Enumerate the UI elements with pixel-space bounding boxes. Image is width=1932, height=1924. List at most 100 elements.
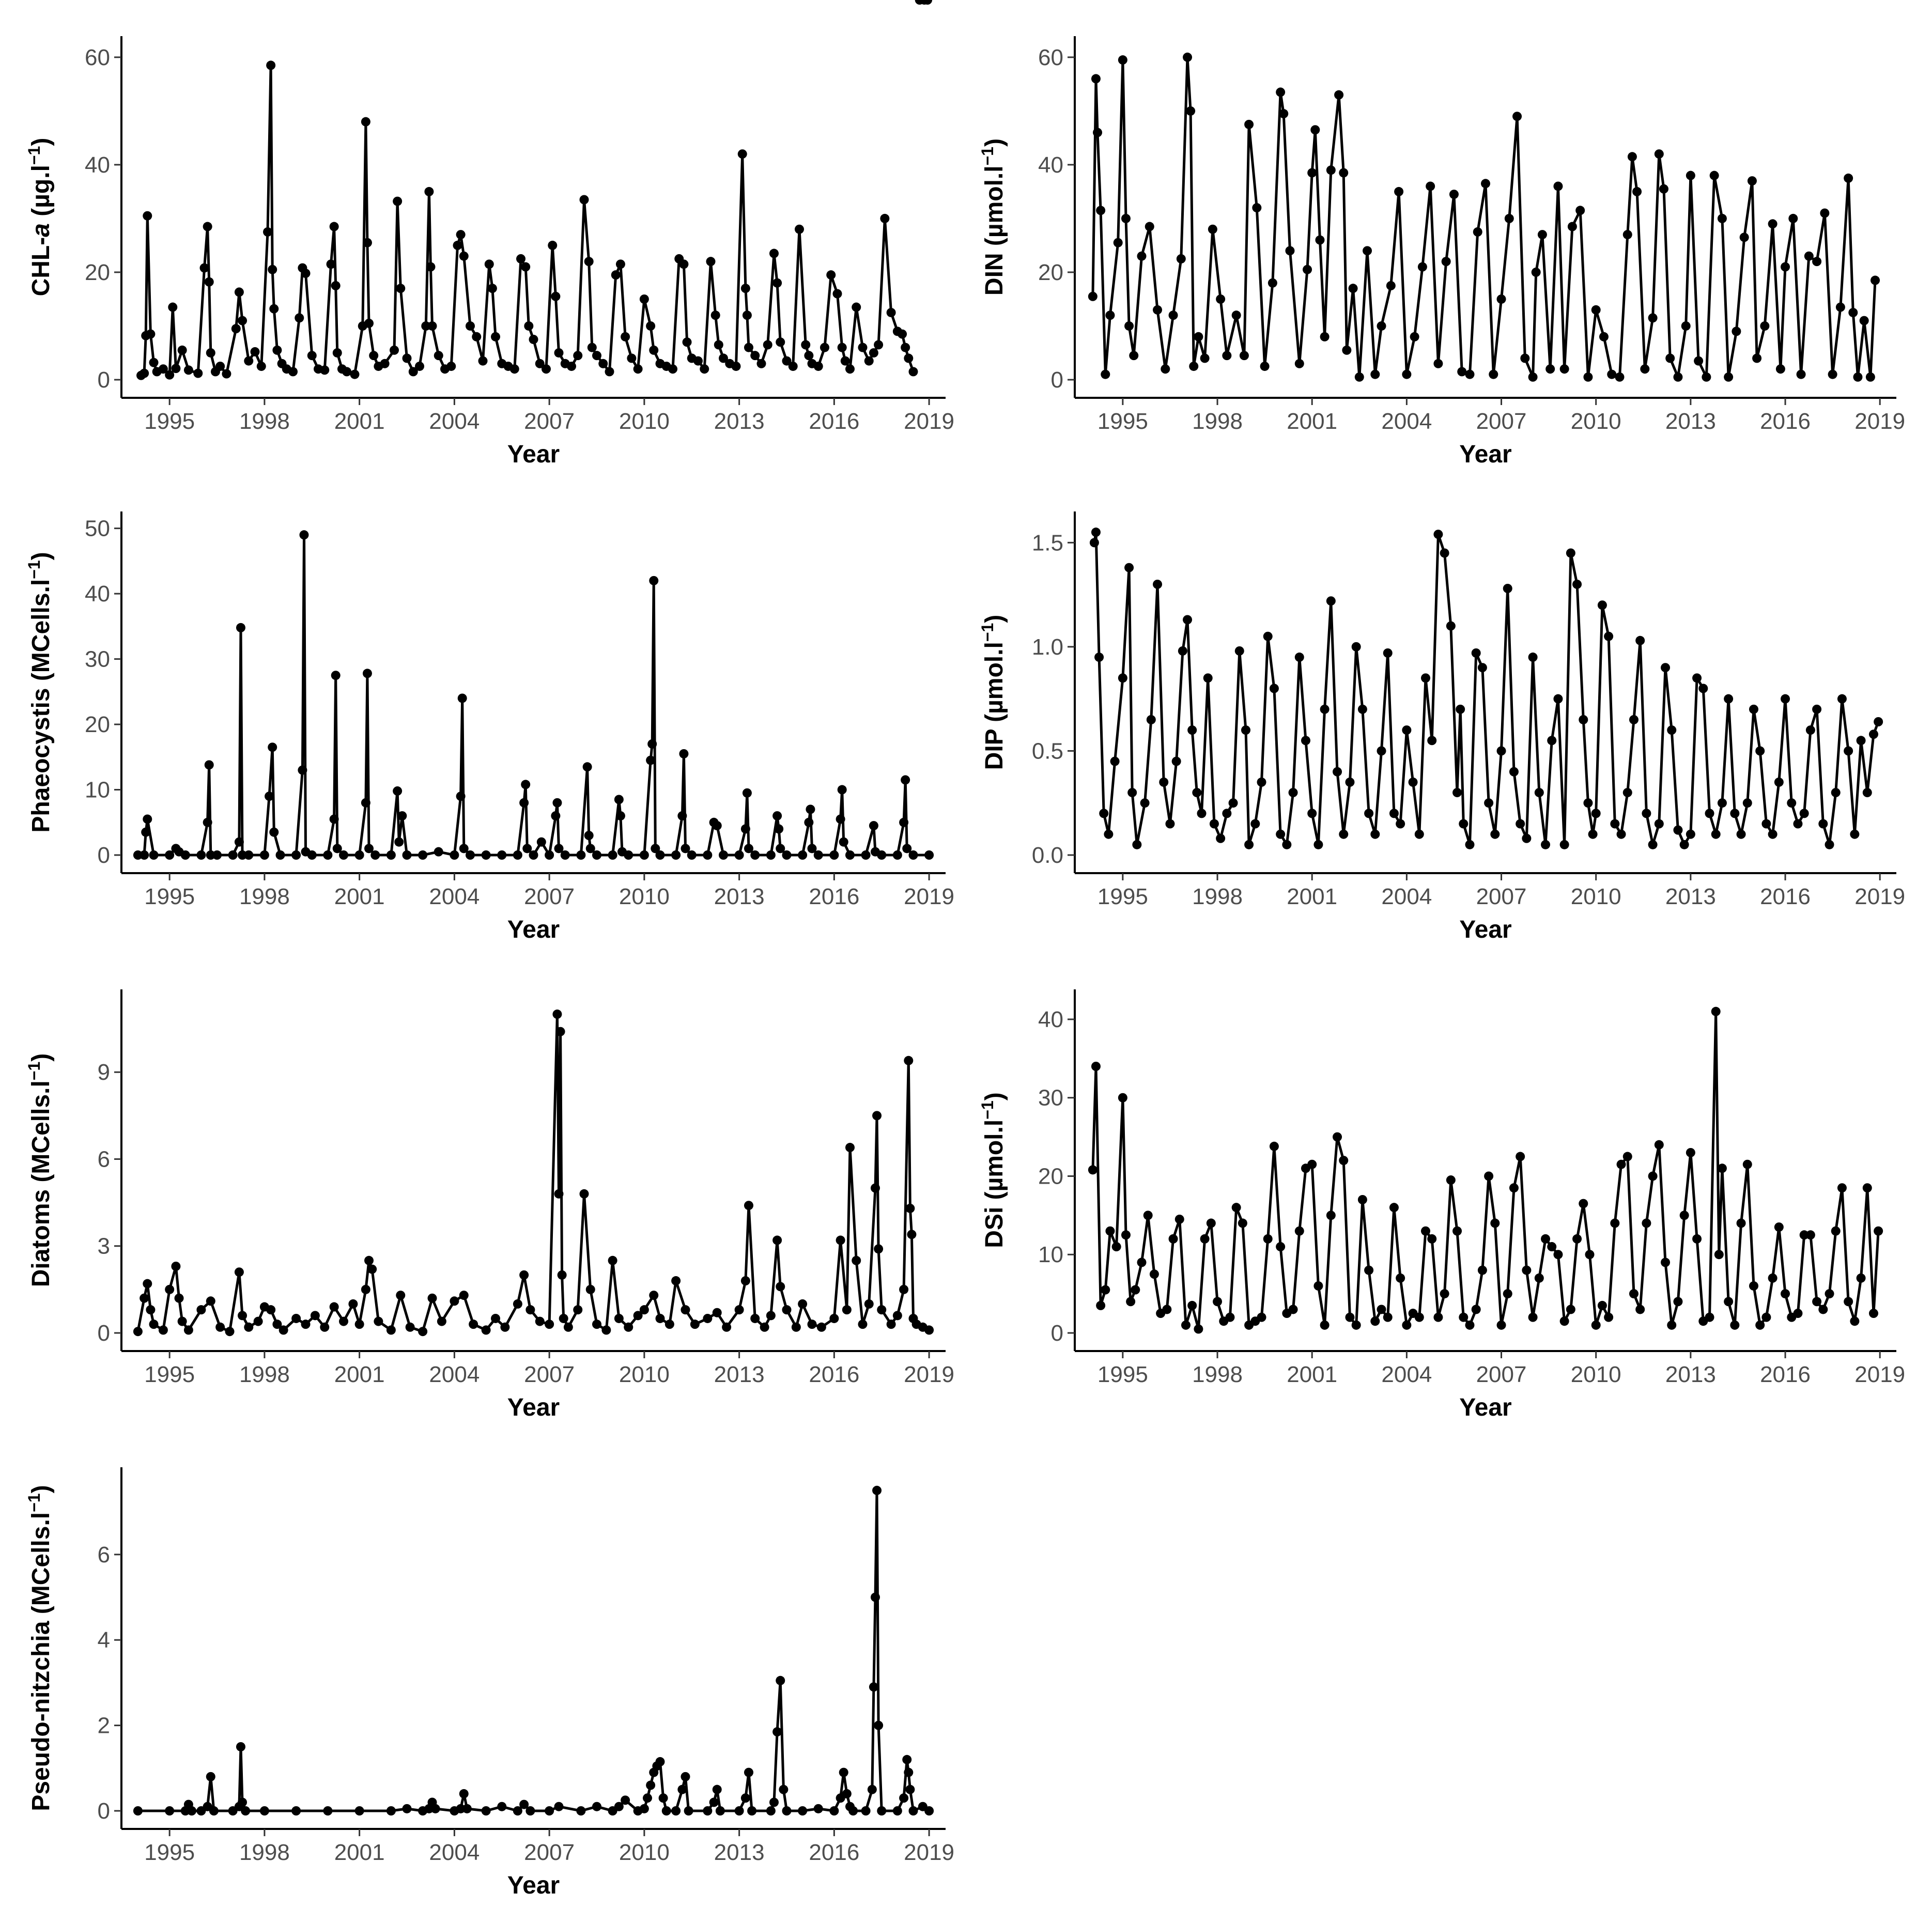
chl-data-point — [206, 348, 215, 358]
phaeo-data-point — [646, 755, 656, 765]
din-data-point — [1124, 321, 1134, 331]
pseudo-data-point — [386, 1806, 396, 1816]
chl-data-point — [592, 351, 601, 361]
phaeo-y-tick-label: 10 — [85, 778, 110, 803]
dip-data-point — [1333, 767, 1342, 777]
chl-data-point — [541, 364, 551, 374]
din-y-axis-title-part: DIN (µmol.l — [981, 165, 1008, 296]
chl-data-point — [269, 304, 279, 314]
dip-y-axis-title-part: ) — [981, 615, 1008, 623]
dsi-data-point — [1812, 1297, 1822, 1307]
dip-data-point — [1793, 819, 1803, 829]
din-data-point — [1567, 222, 1577, 231]
diatoms-data-point — [579, 1189, 589, 1199]
dsi-data-point — [1149, 1269, 1159, 1279]
din-y-axis-title: DIN (µmol.l−1) — [978, 138, 1008, 296]
diatoms-data-point — [924, 1325, 934, 1335]
dip-y-tick-label: 1.0 — [1032, 634, 1063, 660]
dsi-data-point — [1622, 1152, 1632, 1161]
dsi-data-point — [1263, 1234, 1273, 1244]
phaeo-data-point — [418, 850, 428, 860]
dip-data-point — [1673, 825, 1683, 835]
din-data-point — [1394, 187, 1404, 196]
chl-data-point — [434, 351, 443, 361]
chl-data-point — [611, 270, 621, 280]
diatoms-data-point — [339, 1316, 349, 1326]
dsi-data-point — [1137, 1258, 1147, 1267]
dsi-data-point — [1496, 1320, 1506, 1330]
dip-data-point — [1679, 840, 1689, 849]
dip-data-point — [1414, 829, 1424, 839]
dsi-data-point — [1755, 1320, 1765, 1330]
din-data-point — [1760, 321, 1770, 331]
dip-data-point — [1216, 833, 1226, 843]
chl-data-point — [587, 343, 597, 352]
dip-data-point — [1351, 642, 1361, 651]
diatoms-data-point — [671, 1276, 681, 1286]
dsi-data-point — [1307, 1159, 1317, 1169]
dsi-data-point — [1705, 1312, 1714, 1322]
phaeo-data-point — [608, 850, 617, 860]
dsi-data-point — [1452, 1226, 1462, 1236]
pseudo-data-point — [684, 1806, 693, 1816]
pseudo-y-axis-title-part: −1 — [25, 1493, 43, 1512]
diatoms-x-axis-title: Year — [507, 1394, 560, 1421]
dsi-data-point — [1231, 1203, 1241, 1213]
dip-data-point — [1165, 819, 1175, 829]
dip-y-tick-label: 1.5 — [1032, 530, 1063, 555]
phaeo-data-point — [639, 850, 649, 860]
dsi-data-point — [1200, 1234, 1210, 1244]
din-data-point — [1208, 224, 1217, 234]
pseudo-data-point — [259, 1806, 269, 1816]
dip-data-point — [1572, 579, 1582, 589]
din-data-point — [1659, 184, 1668, 194]
diatoms-data-point — [396, 1291, 406, 1300]
dip-data-point — [1364, 809, 1374, 818]
din-data-point — [1260, 361, 1270, 371]
phaeo-data-point — [244, 850, 254, 860]
phaeo-data-point — [624, 850, 633, 860]
chl-data-point — [478, 356, 488, 366]
dsi-data-point — [1313, 1281, 1323, 1291]
diatoms-data-point — [171, 1262, 181, 1271]
chl-data-point — [487, 284, 497, 293]
dip-data-point — [1755, 746, 1765, 756]
diatoms-data-point — [310, 1311, 320, 1321]
din-data-point — [1129, 351, 1139, 361]
dsi-data-point — [1345, 1312, 1355, 1322]
din-x-tick-label: 2016 — [1760, 409, 1811, 434]
phaeo-data-point — [908, 850, 918, 860]
phaeo-data-point — [647, 739, 657, 749]
dip-data-point — [1591, 809, 1601, 818]
chl-data-point — [329, 222, 339, 231]
chl-data-point — [453, 240, 462, 250]
dip-data-point — [1402, 725, 1412, 735]
dip-data-point — [1089, 538, 1099, 548]
dsi-y-axis-title-part: DSi (µmol.l — [981, 1120, 1008, 1248]
pseudo-x-axis-title: Year — [507, 1872, 560, 1899]
diatoms-data-point — [557, 1270, 567, 1280]
dsi-data-point — [1446, 1175, 1456, 1185]
din-data-point — [1426, 181, 1435, 191]
din-data-point — [1640, 364, 1650, 374]
dip-data-point — [1654, 819, 1664, 829]
chl-y-tick-label: 20 — [85, 260, 110, 285]
dsi-data-point — [1181, 1320, 1191, 1330]
dip-data-point — [1171, 756, 1181, 766]
diatoms-data-point — [234, 1267, 244, 1277]
phaeo-y-tick-label: 50 — [85, 516, 110, 541]
chl-data-point — [579, 195, 589, 205]
phaeo-data-point — [299, 530, 309, 540]
din-data-point — [1137, 251, 1147, 261]
diatoms-data-point — [791, 1322, 801, 1332]
dip-y-tick-label: 0.5 — [1032, 738, 1063, 764]
diatoms-data-point — [836, 1235, 845, 1245]
dip-data-point — [1566, 548, 1575, 558]
diatoms-data-point — [899, 1284, 909, 1294]
phaeo-data-point — [268, 742, 277, 752]
phaeo-x-tick-label: 2019 — [904, 884, 954, 909]
pseudo-y-tick-label: 2 — [98, 1713, 110, 1739]
pseudo-y-tick-label: 0 — [98, 1798, 110, 1824]
pseudo-data-point — [744, 1767, 753, 1777]
